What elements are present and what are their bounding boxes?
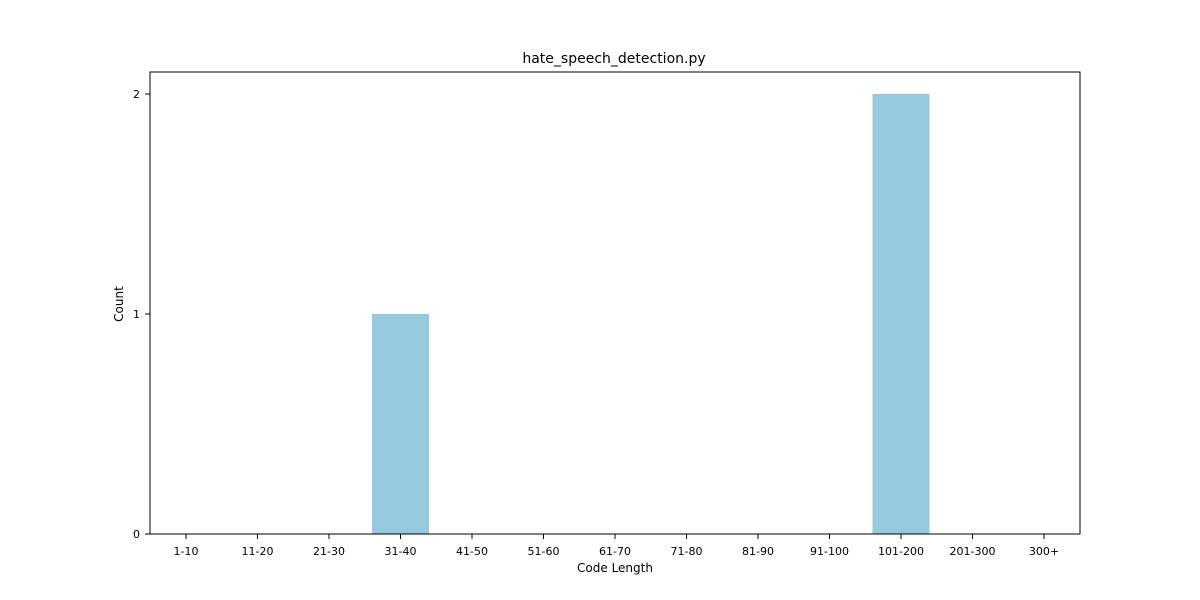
bars [372, 94, 930, 534]
x-tick-label: 1-10 [174, 545, 199, 558]
y-tick-label: 2 [133, 88, 140, 101]
x-tick-label: 71-80 [671, 545, 703, 558]
x-tick-label: 11-20 [242, 545, 274, 558]
plot-frame [149, 71, 1081, 535]
x-tick-label: 101-200 [878, 545, 924, 558]
y-tick-label: 1 [133, 308, 140, 321]
x-tick-label: 31-40 [385, 545, 417, 558]
x-tick-label: 41-50 [456, 545, 488, 558]
x-tick-label: 201-300 [950, 545, 996, 558]
y-axis-label: Count [112, 286, 126, 322]
chart-title: hate_speech_detection.py [522, 51, 705, 67]
x-tick-label: 61-70 [599, 545, 631, 558]
x-axis-label: Code Length [577, 561, 653, 575]
y-tick-label: 0 [133, 528, 140, 541]
bar-101-200 [872, 94, 930, 534]
y-axis: 0 1 2 [133, 88, 150, 541]
x-tick-label: 91-100 [810, 545, 849, 558]
x-tick-label: 81-90 [742, 545, 774, 558]
x-tick-label: 21-30 [313, 545, 345, 558]
x-tick-label: 300+ [1029, 545, 1059, 558]
x-tick-label: 51-60 [528, 545, 560, 558]
bar-31-40 [372, 314, 429, 534]
x-axis: 1-10 11-20 21-30 31-40 41-50 51-60 61-70 71-80 8… [174, 534, 1059, 558]
